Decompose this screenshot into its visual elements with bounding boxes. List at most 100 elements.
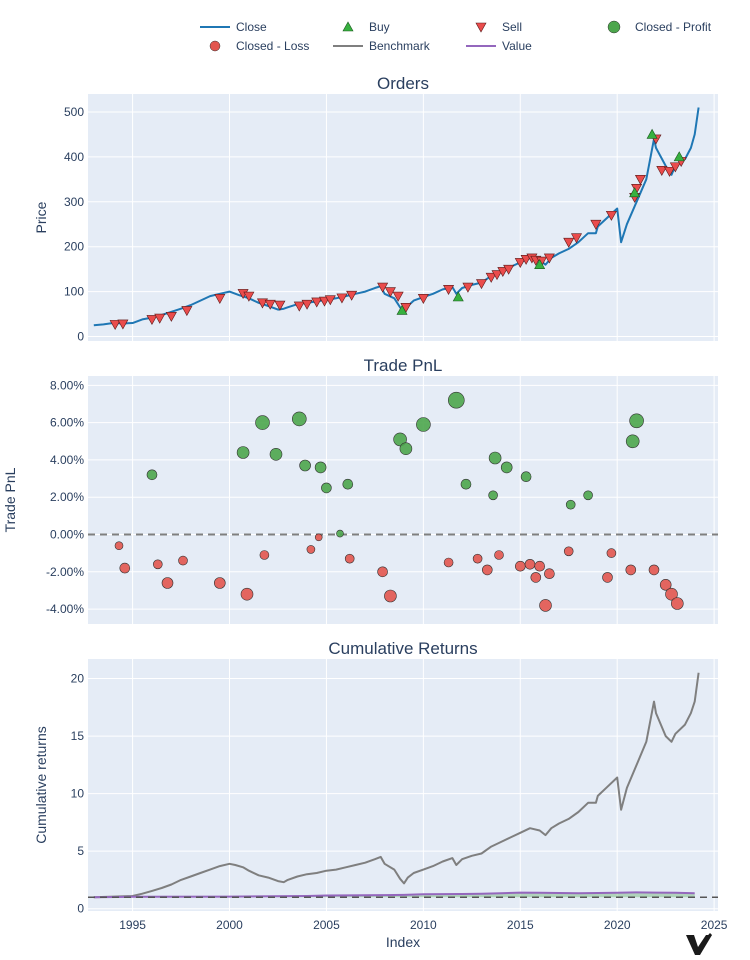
loss-point	[119, 562, 131, 574]
loss-point	[659, 578, 672, 591]
sell-marker	[243, 291, 255, 302]
sell-marker	[181, 306, 193, 317]
legend-item-benchmark[interactable]: Benchmark	[333, 39, 431, 53]
y-tick-label: 200	[64, 240, 84, 254]
profit-point	[565, 499, 576, 510]
orders-axes: 0 100 200 300 400 500	[64, 105, 84, 344]
loss-point	[670, 597, 684, 610]
y-tick-label: 10	[71, 787, 85, 801]
profit-point	[447, 391, 465, 409]
buy-marker	[396, 304, 408, 315]
sell-marker	[669, 162, 681, 173]
loss-point	[665, 587, 678, 601]
legend-item-buy[interactable]: Buy	[342, 20, 390, 34]
cumulative-returns-grid	[88, 659, 718, 911]
profit-point	[393, 432, 407, 447]
y-tick-label: -2.00%	[46, 565, 84, 579]
y-tick-label: 8.00%	[50, 378, 84, 392]
profit-point	[342, 478, 354, 490]
loss-point	[602, 572, 613, 583]
profit-point	[314, 461, 327, 474]
legend-label: Benchmark	[369, 39, 431, 53]
loss-point	[178, 555, 188, 566]
x-tick-label: 1995	[119, 918, 146, 932]
profit-point	[488, 451, 502, 465]
sell-marker	[324, 295, 336, 306]
loss-point	[625, 564, 637, 576]
legend-label: Buy	[369, 20, 390, 34]
cumulative-returns-title: Cumulative Returns	[328, 639, 477, 658]
buy-marker	[629, 187, 641, 198]
buy-marker	[534, 259, 546, 269]
profit-point	[146, 469, 158, 481]
orders-title: Orders	[377, 74, 429, 93]
buy-marker	[673, 151, 685, 162]
legend-circle-symbol	[607, 20, 621, 34]
trade-pnl-panel: -4.00% -2.00% 0.00% 2.00% 4.00% 6.00% 8.00% Tr…	[2, 356, 718, 624]
x-tick-label: 2010	[410, 918, 437, 932]
trade-pnl-series	[88, 391, 718, 612]
y-tick-label: 5	[77, 844, 84, 858]
legend-item-sell[interactable]: Sell	[475, 20, 522, 34]
y-tick-label: 6.00%	[50, 416, 84, 430]
profit-point	[583, 490, 593, 501]
legend-triangle-down-symbol	[475, 22, 487, 33]
loss-point	[240, 587, 254, 601]
series-line-close	[93, 107, 700, 327]
sell-marker	[293, 301, 305, 312]
profit-point	[625, 434, 640, 449]
loss-point	[161, 577, 174, 589]
loss-point	[481, 564, 493, 576]
sell-marker	[274, 300, 286, 311]
legend-label: Value	[502, 39, 532, 53]
sell-marker	[570, 233, 583, 244]
legend-item-close[interactable]: Close	[200, 20, 267, 34]
trade-pnl-title: Trade PnL	[364, 356, 443, 375]
y-tick-label: 500	[64, 105, 84, 119]
cumulative-returns-ylabel: Cumulative returns	[33, 726, 49, 844]
sell-marker	[214, 294, 226, 304]
legend-item-closed-profit[interactable]: Closed - Profit	[607, 20, 712, 34]
x-tick-label: 2005	[313, 918, 340, 932]
loss-point	[648, 564, 660, 576]
sell-marker	[475, 279, 488, 290]
sell-marker	[109, 320, 121, 331]
loss-point	[563, 546, 574, 557]
sell-marker	[443, 285, 455, 295]
profit-point	[299, 459, 311, 472]
y-tick-label: 0	[77, 902, 84, 916]
x-tick-label: 2015	[507, 918, 534, 932]
sell-marker	[346, 290, 358, 301]
series-line-benchmark	[93, 672, 700, 899]
series-line-value	[93, 891, 695, 899]
legend[interactable]: Close Buy Sell Closed - Profit Closed - Loss…	[200, 20, 712, 53]
profit-point	[399, 442, 413, 456]
profit-point	[488, 490, 498, 501]
loss-point	[544, 568, 555, 580]
loss-point	[114, 541, 124, 551]
loss-point	[214, 577, 226, 589]
legend-label: Close	[236, 20, 267, 34]
sell-marker	[264, 299, 276, 310]
legend-item-value[interactable]: Value	[466, 39, 532, 53]
trade-pnl-plot-area	[88, 376, 718, 624]
loss-point	[377, 566, 388, 578]
profit-point	[236, 446, 250, 459]
profit-point	[460, 478, 472, 490]
legend-circle-symbol	[209, 40, 221, 52]
profit-point	[520, 471, 532, 483]
y-tick-label: -4.00%	[46, 602, 84, 616]
loss-point	[443, 557, 454, 568]
sell-marker	[543, 253, 555, 264]
profit-point	[269, 447, 283, 461]
sell-marker	[485, 272, 497, 283]
sell-marker	[491, 270, 503, 281]
legend-item-closed-loss[interactable]: Closed - Loss	[209, 39, 309, 53]
trade-pnl-ylabel: Trade PnL	[2, 467, 18, 532]
cumulative-returns-series	[88, 672, 718, 899]
x-tick-label: 2000	[216, 918, 243, 932]
y-tick-label: 4.00%	[50, 453, 84, 467]
loss-point	[384, 589, 397, 603]
legend-triangle-up-symbol	[342, 21, 354, 32]
profit-point	[416, 417, 431, 432]
